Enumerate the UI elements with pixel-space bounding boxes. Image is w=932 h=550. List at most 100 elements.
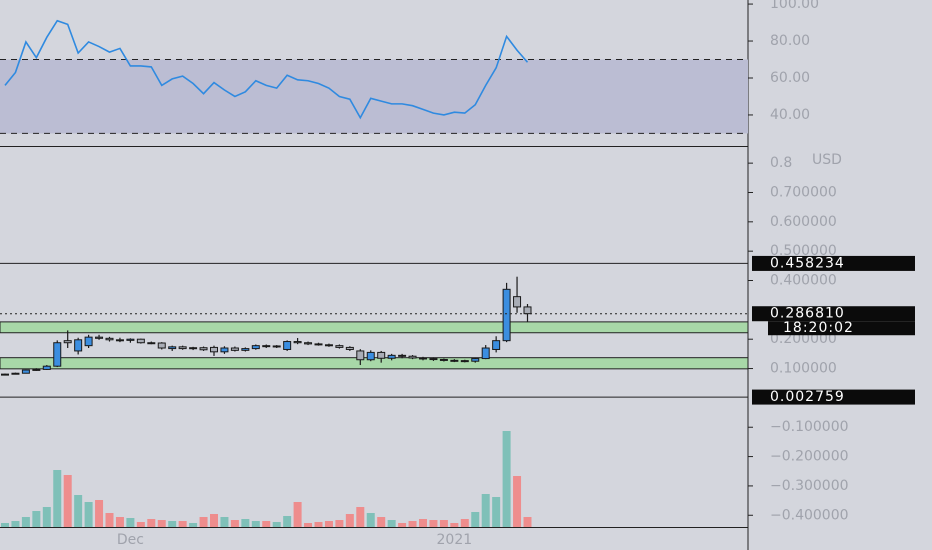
- countdown-box: [768, 321, 915, 336]
- candle-body: [345, 346, 354, 350]
- y-tick-label: 0.100000: [770, 361, 837, 377]
- price-label-box: [752, 306, 915, 322]
- volume-bar: [32, 511, 41, 527]
- candle-body: [199, 347, 208, 351]
- candle-body: [126, 338, 135, 341]
- volume-bar: [272, 522, 281, 527]
- volume-bar: [345, 514, 354, 527]
- volume-bar: [481, 494, 490, 527]
- volume-bar: [283, 516, 292, 527]
- candle-body: [74, 339, 83, 352]
- countdown: 18:20:02: [783, 320, 854, 336]
- volume-bar: [199, 517, 208, 527]
- volume-bar: [105, 513, 114, 527]
- volume-bar: [168, 521, 177, 527]
- volume-bar: [335, 520, 344, 527]
- volume-bar: [178, 521, 187, 527]
- candle-body: [387, 354, 396, 359]
- volume-bar: [1, 523, 9, 527]
- candle-body: [136, 338, 145, 344]
- y-tick-label: 60.00: [770, 70, 810, 86]
- price-label-box: [752, 255, 915, 271]
- candle-body: [251, 345, 260, 350]
- candle-body: [429, 358, 438, 361]
- price-label: 0.286810: [770, 306, 845, 322]
- y-tick-label: 40.00: [770, 107, 810, 123]
- volume-bar: [11, 521, 20, 527]
- volume-bar: [523, 517, 532, 527]
- y-tick-label: 0.400000: [770, 273, 837, 289]
- candle-body: [377, 351, 386, 359]
- unit-label: USD: [812, 152, 842, 168]
- price-label: 0.002759: [770, 389, 845, 405]
- volume-bar: [262, 521, 271, 527]
- candle-body: [366, 351, 375, 361]
- candle-body: [178, 346, 187, 350]
- candle-body: [262, 345, 271, 348]
- y-tick-label: 0.600000: [770, 214, 837, 230]
- candle-body: [471, 358, 480, 362]
- y-tick-label: 0.500000: [770, 243, 837, 259]
- candle-body: [63, 340, 72, 344]
- candle-body: [95, 336, 104, 339]
- volume-bar: [241, 519, 250, 527]
- candle-body: [513, 296, 522, 308]
- y-tick-label: −0.300000: [770, 478, 849, 494]
- volume-bar: [21, 517, 30, 527]
- volume-bar: [366, 513, 375, 527]
- candle-body: [42, 365, 51, 370]
- candle-body: [11, 372, 20, 375]
- candle-body: [220, 347, 229, 353]
- rsi-band: [0, 59, 748, 134]
- volume-bar: [230, 520, 239, 527]
- candle-body: [314, 343, 323, 346]
- candle-body: [1, 373, 9, 376]
- candle-body: [210, 346, 218, 353]
- volume-bar: [210, 514, 218, 527]
- volume-bar: [460, 519, 469, 527]
- volume-bar: [387, 520, 396, 527]
- candle-body: [147, 342, 156, 345]
- volume-bar: [74, 495, 83, 527]
- candle-body: [398, 354, 407, 357]
- volume-bar: [126, 518, 135, 527]
- candle-body: [241, 348, 250, 351]
- candle-body: [492, 340, 501, 350]
- volume-bar: [42, 507, 51, 527]
- candle-body: [324, 344, 333, 347]
- volume-bar: [53, 470, 62, 527]
- volume-bar: [157, 520, 166, 527]
- volume-bar: [314, 522, 323, 527]
- candle-body: [419, 357, 427, 360]
- volume-bar: [95, 500, 104, 527]
- y-tick-label: 0.8: [770, 155, 792, 171]
- zone: [0, 321, 749, 334]
- volume-bar: [136, 522, 145, 527]
- y-tick-label: −0.200000: [770, 449, 849, 465]
- candle-body: [230, 347, 239, 351]
- volume-bar: [115, 517, 124, 527]
- candle-body: [481, 347, 490, 360]
- candle-body: [335, 345, 344, 348]
- candle-body: [84, 336, 93, 347]
- candle-body: [272, 345, 281, 348]
- volume-bar: [429, 520, 438, 527]
- volume-bar: [324, 521, 333, 527]
- candle-body: [502, 288, 511, 342]
- candle-body: [356, 350, 365, 361]
- candle-body: [293, 341, 302, 344]
- candle-body: [168, 346, 177, 350]
- volume-bar: [63, 475, 72, 527]
- y-tick-label: 100.00: [770, 0, 819, 12]
- y-tick-label: 0.700000: [770, 184, 837, 200]
- candle-body: [304, 342, 313, 345]
- volume-bar: [304, 523, 313, 527]
- candle-body: [189, 347, 198, 350]
- volume-bar: [439, 520, 448, 527]
- x-tick-label: Dec: [117, 532, 144, 548]
- candle-body: [523, 306, 532, 315]
- rsi-line: [4, 19, 529, 120]
- y-tick-label: 80.00: [770, 33, 810, 49]
